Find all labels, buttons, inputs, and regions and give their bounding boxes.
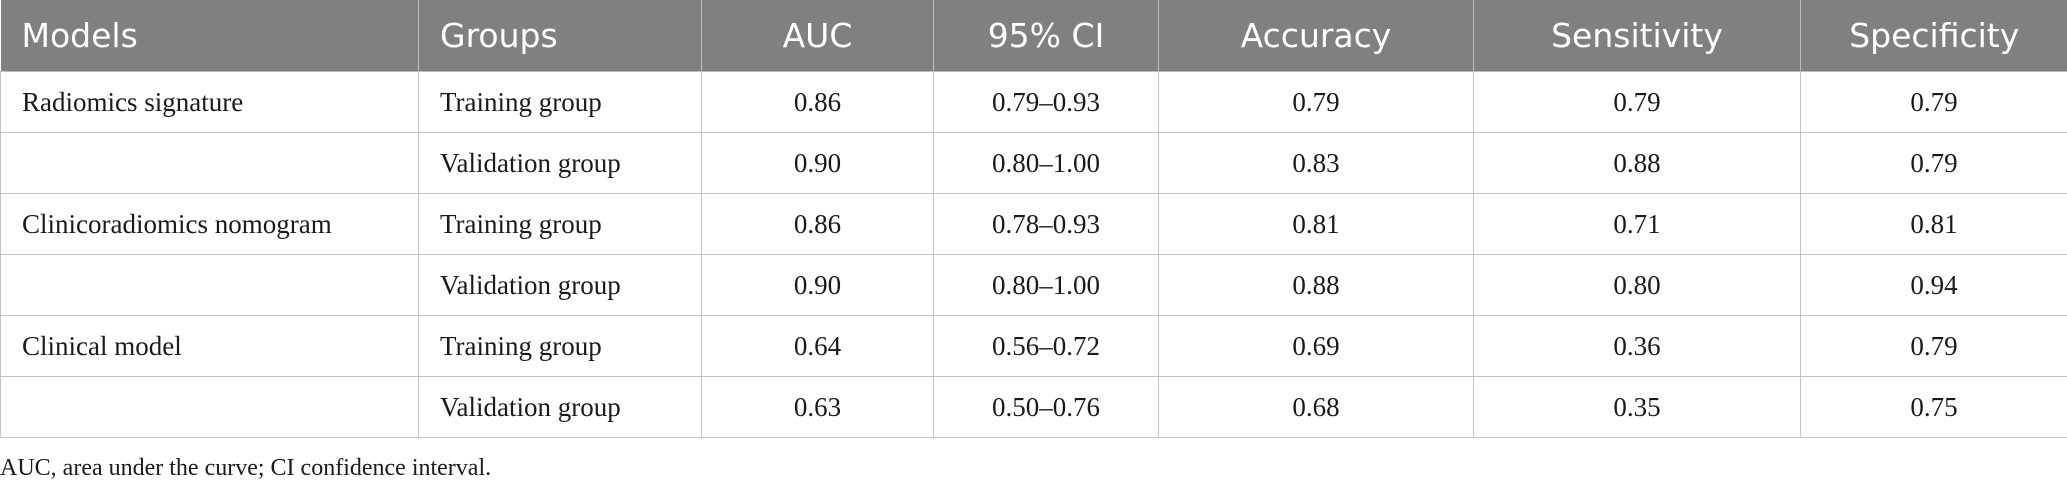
table-body: Radiomics signature Training group 0.86 … bbox=[0, 71, 2067, 438]
cell-specificity: 0.75 bbox=[1800, 376, 2067, 438]
cell-specificity: 0.79 bbox=[1800, 132, 2067, 194]
cell-specificity: 0.79 bbox=[1800, 315, 2067, 377]
cell-ci: 0.80–1.00 bbox=[933, 254, 1159, 316]
cell-sensitivity: 0.71 bbox=[1473, 193, 1801, 255]
table-footnote: AUC, area under the curve; CI confidence… bbox=[0, 455, 492, 481]
cell-sensitivity: 0.35 bbox=[1473, 376, 1801, 438]
cell-ci: 0.80–1.00 bbox=[933, 132, 1159, 194]
cell-group: Validation group bbox=[418, 254, 702, 316]
cell-model: Clinical model bbox=[0, 315, 419, 377]
table-row: Radiomics signature Training group 0.86 … bbox=[0, 71, 2067, 133]
cell-ci: 0.50–0.76 bbox=[933, 376, 1159, 438]
cell-group: Training group bbox=[418, 193, 702, 255]
cell-sensitivity: 0.88 bbox=[1473, 132, 1801, 194]
cell-auc: 0.64 bbox=[701, 315, 934, 377]
cell-group: Validation group bbox=[418, 376, 702, 438]
cell-accuracy: 0.83 bbox=[1158, 132, 1474, 194]
cell-auc: 0.86 bbox=[701, 193, 934, 255]
table-header: Models Groups AUC 95% CI Accuracy Sensit… bbox=[0, 0, 2067, 72]
header-accuracy: Accuracy bbox=[1158, 0, 1474, 72]
cell-accuracy: 0.81 bbox=[1158, 193, 1474, 255]
table-row: Validation group 0.63 0.50–0.76 0.68 0.3… bbox=[0, 376, 2067, 438]
cell-ci: 0.56–0.72 bbox=[933, 315, 1159, 377]
cell-specificity: 0.94 bbox=[1800, 254, 2067, 316]
cell-model bbox=[0, 254, 419, 316]
cell-group: Training group bbox=[418, 315, 702, 377]
cell-sensitivity: 0.80 bbox=[1473, 254, 1801, 316]
table-row: Validation group 0.90 0.80–1.00 0.88 0.8… bbox=[0, 254, 2067, 316]
cell-ci: 0.79–0.93 bbox=[933, 71, 1159, 133]
cell-sensitivity: 0.79 bbox=[1473, 71, 1801, 133]
model-performance-table: Models Groups AUC 95% CI Accuracy Sensit… bbox=[0, 0, 2067, 438]
cell-specificity: 0.79 bbox=[1800, 71, 2067, 133]
cell-model: Clinicoradiomics nomogram bbox=[0, 193, 419, 255]
cell-model bbox=[0, 132, 419, 194]
cell-accuracy: 0.69 bbox=[1158, 315, 1474, 377]
table-row: Validation group 0.90 0.80–1.00 0.83 0.8… bbox=[0, 132, 2067, 194]
header-auc: AUC bbox=[701, 0, 934, 72]
cell-model: Radiomics signature bbox=[0, 71, 419, 133]
cell-group: Validation group bbox=[418, 132, 702, 194]
cell-accuracy: 0.68 bbox=[1158, 376, 1474, 438]
header-specificity: Specificity bbox=[1800, 0, 2067, 72]
header-models: Models bbox=[0, 0, 419, 72]
table-row: Clinical model Training group 0.64 0.56–… bbox=[0, 315, 2067, 377]
header-sensitivity: Sensitivity bbox=[1473, 0, 1801, 72]
header-ci: 95% CI bbox=[933, 0, 1159, 72]
cell-auc: 0.90 bbox=[701, 132, 934, 194]
cell-auc: 0.90 bbox=[701, 254, 934, 316]
cell-group: Training group bbox=[418, 71, 702, 133]
cell-auc: 0.63 bbox=[701, 376, 934, 438]
cell-specificity: 0.81 bbox=[1800, 193, 2067, 255]
results-table-container: Models Groups AUC 95% CI Accuracy Sensit… bbox=[0, 0, 2067, 438]
cell-accuracy: 0.79 bbox=[1158, 71, 1474, 133]
cell-sensitivity: 0.36 bbox=[1473, 315, 1801, 377]
header-row: Models Groups AUC 95% CI Accuracy Sensit… bbox=[0, 0, 2067, 72]
cell-model bbox=[0, 376, 419, 438]
table-row: Clinicoradiomics nomogram Training group… bbox=[0, 193, 2067, 255]
cell-accuracy: 0.88 bbox=[1158, 254, 1474, 316]
cell-ci: 0.78–0.93 bbox=[933, 193, 1159, 255]
cell-auc: 0.86 bbox=[701, 71, 934, 133]
header-groups: Groups bbox=[418, 0, 702, 72]
